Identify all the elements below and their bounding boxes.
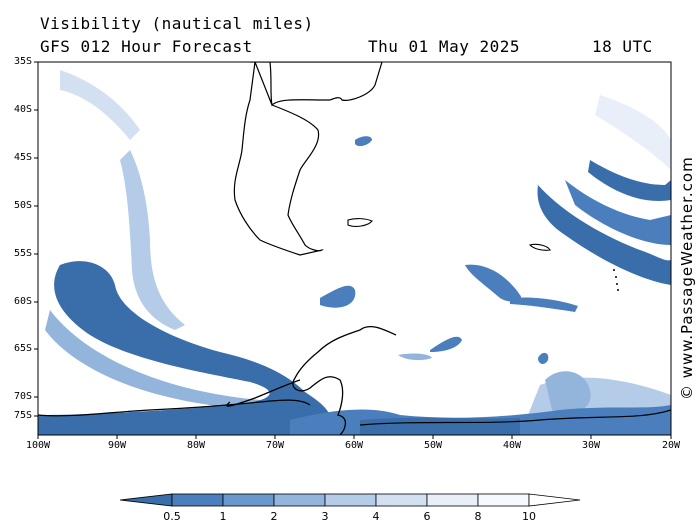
lon-label-90w: 90W: [107, 440, 127, 451]
colorbar-seg-1: [222, 493, 275, 507]
low-visibility-band-east-1: [537, 185, 671, 285]
low-visibility-patch-mid-3: [510, 297, 578, 312]
low-visibility-patch-mid-5: [355, 136, 372, 147]
colorbar-seg-0: [171, 493, 224, 507]
low-visibility-patch-mid-4: [430, 336, 462, 352]
lon-label-70w: 70W: [265, 440, 285, 451]
low-visibility-band-southeast: [360, 417, 520, 435]
lat-label-35s: 35S: [13, 56, 32, 67]
colorbar-arrow-left: [119, 493, 173, 507]
haze-east-upper: [595, 95, 671, 170]
lon-label-100w: 100W: [25, 440, 51, 451]
lat-label-70s: 70S: [13, 391, 32, 402]
lon-label-80w: 80W: [186, 440, 206, 451]
haze-patch-east: [545, 371, 591, 414]
lat-label-55s: 55S: [13, 248, 32, 259]
lat-label-40s: 40S: [13, 104, 32, 115]
haze-north-west: [60, 70, 140, 140]
colorbar-arrow-right: [528, 493, 581, 507]
colorbar-label-2: 2: [270, 510, 278, 523]
forecast-time: 18 UTC: [592, 37, 653, 56]
lat-label-50s: 50S: [13, 200, 32, 211]
low-visibility-band-east-2: [565, 180, 671, 245]
forecast-model: GFS 012 Hour Forecast: [40, 37, 253, 56]
low-visibility-patch-mid-7: [398, 353, 432, 361]
antarctic-peninsula: [226, 326, 397, 435]
south-america-landmass: [233, 62, 383, 256]
low-visibility-band-east-3: [588, 160, 671, 201]
colorbar-seg-6: [477, 493, 530, 507]
colorbar-label-4: 4: [372, 510, 380, 523]
map-title: Visibility (nautical miles): [40, 14, 314, 33]
lon-ticks: [37, 435, 672, 439]
colorbar-label-3: 3: [321, 510, 329, 523]
lon-label-30w: 30W: [581, 440, 601, 451]
colorbar-seg-5: [426, 493, 479, 507]
colorbar-label-6: 6: [423, 510, 431, 523]
lon-label-50w: 50W: [423, 440, 443, 451]
colorbar-label-0-5: 0.5: [163, 510, 181, 523]
colorbar-seg-2: [273, 493, 326, 507]
lat-label-65s: 65S: [13, 343, 32, 354]
falkland-islands: [347, 218, 373, 227]
colorbar-label-8: 8: [474, 510, 482, 523]
colorbar-seg-3: [324, 493, 377, 507]
colorbar-label-10: 10: [522, 510, 536, 523]
colorbar-seg-4: [375, 493, 428, 507]
low-visibility-patch-mid-2: [320, 285, 356, 308]
low-visibility-patch-mid-1: [465, 264, 521, 302]
lon-label-20w: 20W: [661, 440, 681, 451]
lat-label-45s: 45S: [13, 152, 32, 163]
antarctic-coast: [38, 399, 671, 426]
lon-label-40w: 40W: [502, 440, 522, 451]
low-visibility-band-main: [38, 261, 332, 435]
south-georgia-island: [528, 243, 551, 251]
lat-ticks: [34, 61, 38, 417]
south-sandwich-islands: [613, 269, 619, 291]
colorbar: [119, 493, 581, 507]
low-visibility-patch-mid-6: [538, 352, 549, 364]
lon-label-60w: 60W: [344, 440, 364, 451]
lat-label-60s: 60S: [13, 296, 32, 307]
haze-band-south: [45, 310, 265, 410]
watermark: © www.PassageWeather.com: [678, 156, 696, 400]
forecast-date: Thu 01 May 2025: [368, 37, 520, 56]
low-visibility-band-west-light: [120, 150, 185, 330]
lat-label-75s: 75S: [13, 410, 32, 421]
colorbar-label-1: 1: [219, 510, 227, 523]
